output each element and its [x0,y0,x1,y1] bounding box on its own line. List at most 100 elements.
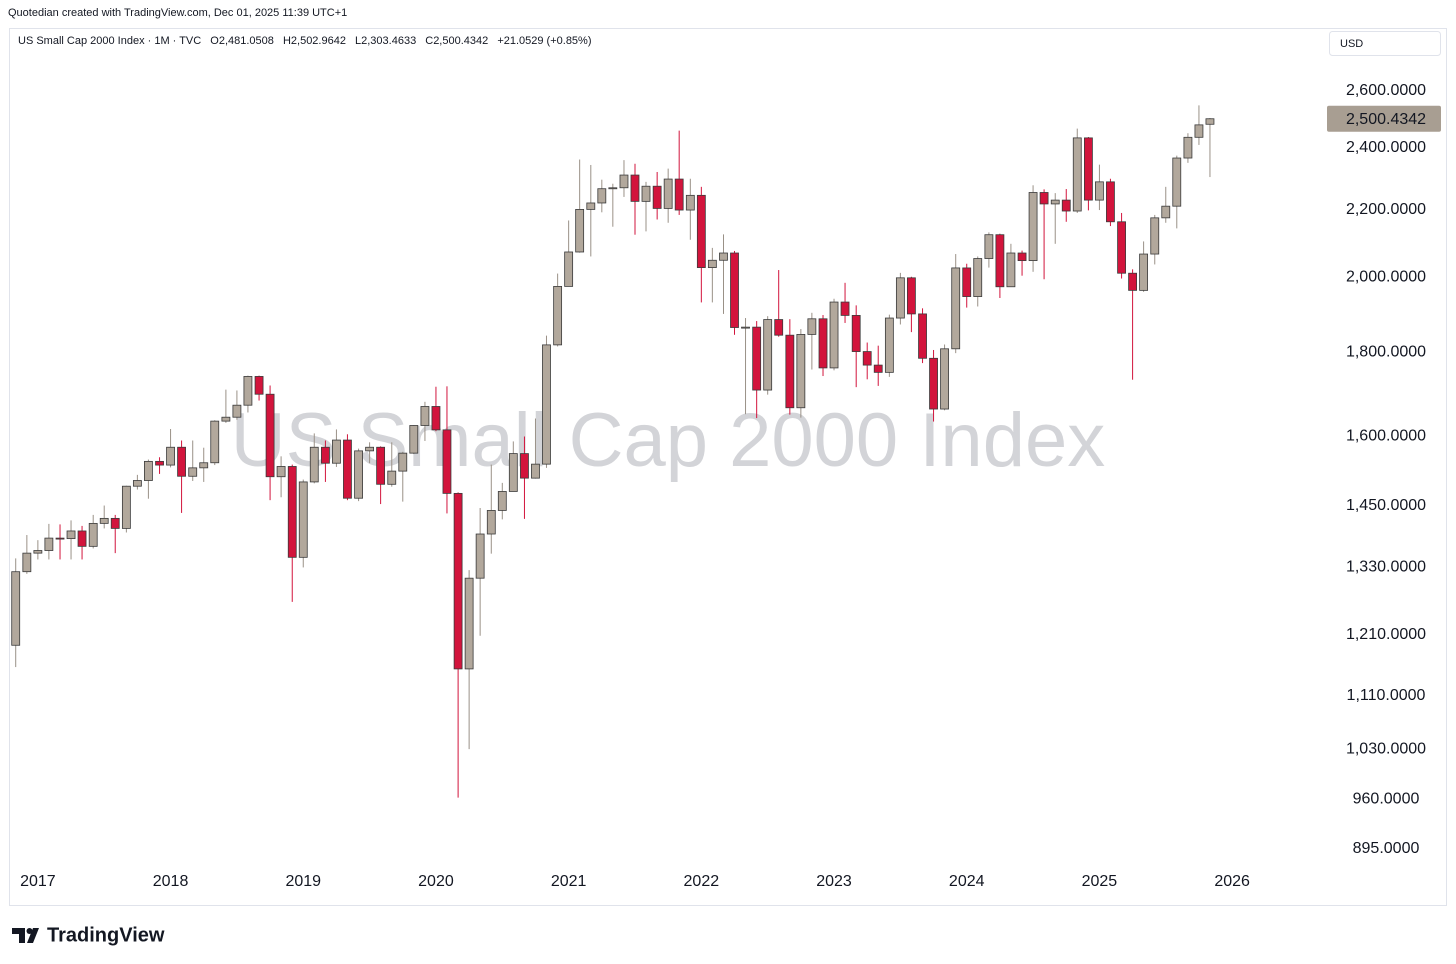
candle-body [884,317,894,373]
y-tick-label: 1,210.0000 [1346,626,1426,643]
candle-body [630,174,640,202]
candle-body [387,470,397,485]
candle-body [995,234,1005,288]
x-tick-label: 2023 [816,873,852,890]
candle-body [1183,136,1193,159]
candle-body [840,301,850,316]
candle-body [475,533,485,579]
candle-body [763,319,773,391]
x-tick-label: 2019 [285,873,321,890]
candle-body [376,446,386,485]
candle-body [895,277,905,319]
candle-body [1006,252,1016,288]
candle-body [1172,157,1182,207]
candle-body [33,550,43,554]
last-price-box [1327,105,1441,132]
candle-body [221,416,231,422]
y-tick-label: 960.0000 [1353,790,1420,807]
candle-body [155,460,164,466]
candle-body [431,406,441,431]
candle-body [1050,199,1060,205]
candle-body [1084,137,1093,201]
candle-body [22,552,32,573]
x-tick-label: 2017 [20,873,56,890]
candle-body [940,348,949,410]
candle-body [55,537,65,540]
candle-body [420,406,430,426]
candle-body [918,313,927,359]
y-tick-label: 1,330.0000 [1346,559,1426,576]
chart-frame [9,28,1447,906]
candle-body [1017,252,1027,262]
candle-body [1161,205,1171,219]
candle-body [520,453,529,479]
candle-body [343,439,352,499]
x-tick-label: 2024 [949,873,985,890]
candle-body [298,481,308,558]
candle-body [586,202,596,210]
candle-body [453,492,463,670]
candle-body [486,510,496,535]
candle-body [409,425,419,454]
candle-body [144,460,153,481]
candle-body [674,178,684,211]
x-tick-label: 2021 [551,873,587,890]
candle-body [652,185,662,209]
candle-body [906,277,916,315]
footer-brand: TradingView [47,924,165,946]
candle-body [564,251,574,287]
candle-body [774,319,784,336]
legend-open: O2,481.0508 [210,35,274,47]
candle-body [608,187,618,190]
candle-body [707,259,717,268]
currency[interactable]: USD [1340,38,1363,50]
candle-body [619,174,629,189]
x-tick-label: 2020 [418,873,454,890]
candle-body [785,334,795,409]
candle-body [951,267,961,350]
candle-body [741,326,750,329]
candle-body [66,530,76,540]
candle-body [1028,192,1038,262]
candle-body [752,326,762,391]
candle-body [166,446,175,466]
candle-body [641,185,651,202]
candle-body [442,429,452,494]
candle-body [730,252,739,328]
candle-body [862,351,872,366]
y-tick-label: 1,110.0000 [1347,687,1426,704]
candle-body [696,194,706,268]
y-tick-label: 2,000.0000 [1346,269,1426,286]
candle-body [531,463,540,479]
candle-body [44,537,54,551]
currency-box[interactable] [1329,31,1441,56]
y-tick-label: 2,200.0000 [1346,201,1426,218]
candle-body [332,439,341,464]
candle-body [719,252,728,261]
x-tick-label: 2022 [684,873,720,890]
y-tick-label: 895.0000 [1353,840,1420,857]
y-tick-label: 2,400.0000 [1346,139,1426,156]
candle-body [398,452,408,472]
candle-body [232,404,242,418]
candle-body [807,318,817,335]
candle-body [199,462,209,469]
candle-body [575,209,585,253]
candles [11,105,1215,798]
legend-close: C2,500.4342 [425,35,488,47]
candle-body [99,517,109,524]
candle-body [663,178,673,209]
candle-body [354,450,363,499]
candle-body [1095,181,1104,201]
legend-change: +21.0529 (+0.85%) [497,35,591,47]
footer-logo [12,928,39,943]
candle-body [1139,253,1149,291]
candle-body [254,376,264,395]
candle-body [851,315,861,352]
legend: US Small Cap 2000 Index · 1M · TVC O2,48… [18,35,592,47]
candle-body [796,334,806,409]
x-tick-label: 2026 [1214,873,1250,890]
candle-body [1117,221,1126,274]
candle-body [818,318,828,369]
